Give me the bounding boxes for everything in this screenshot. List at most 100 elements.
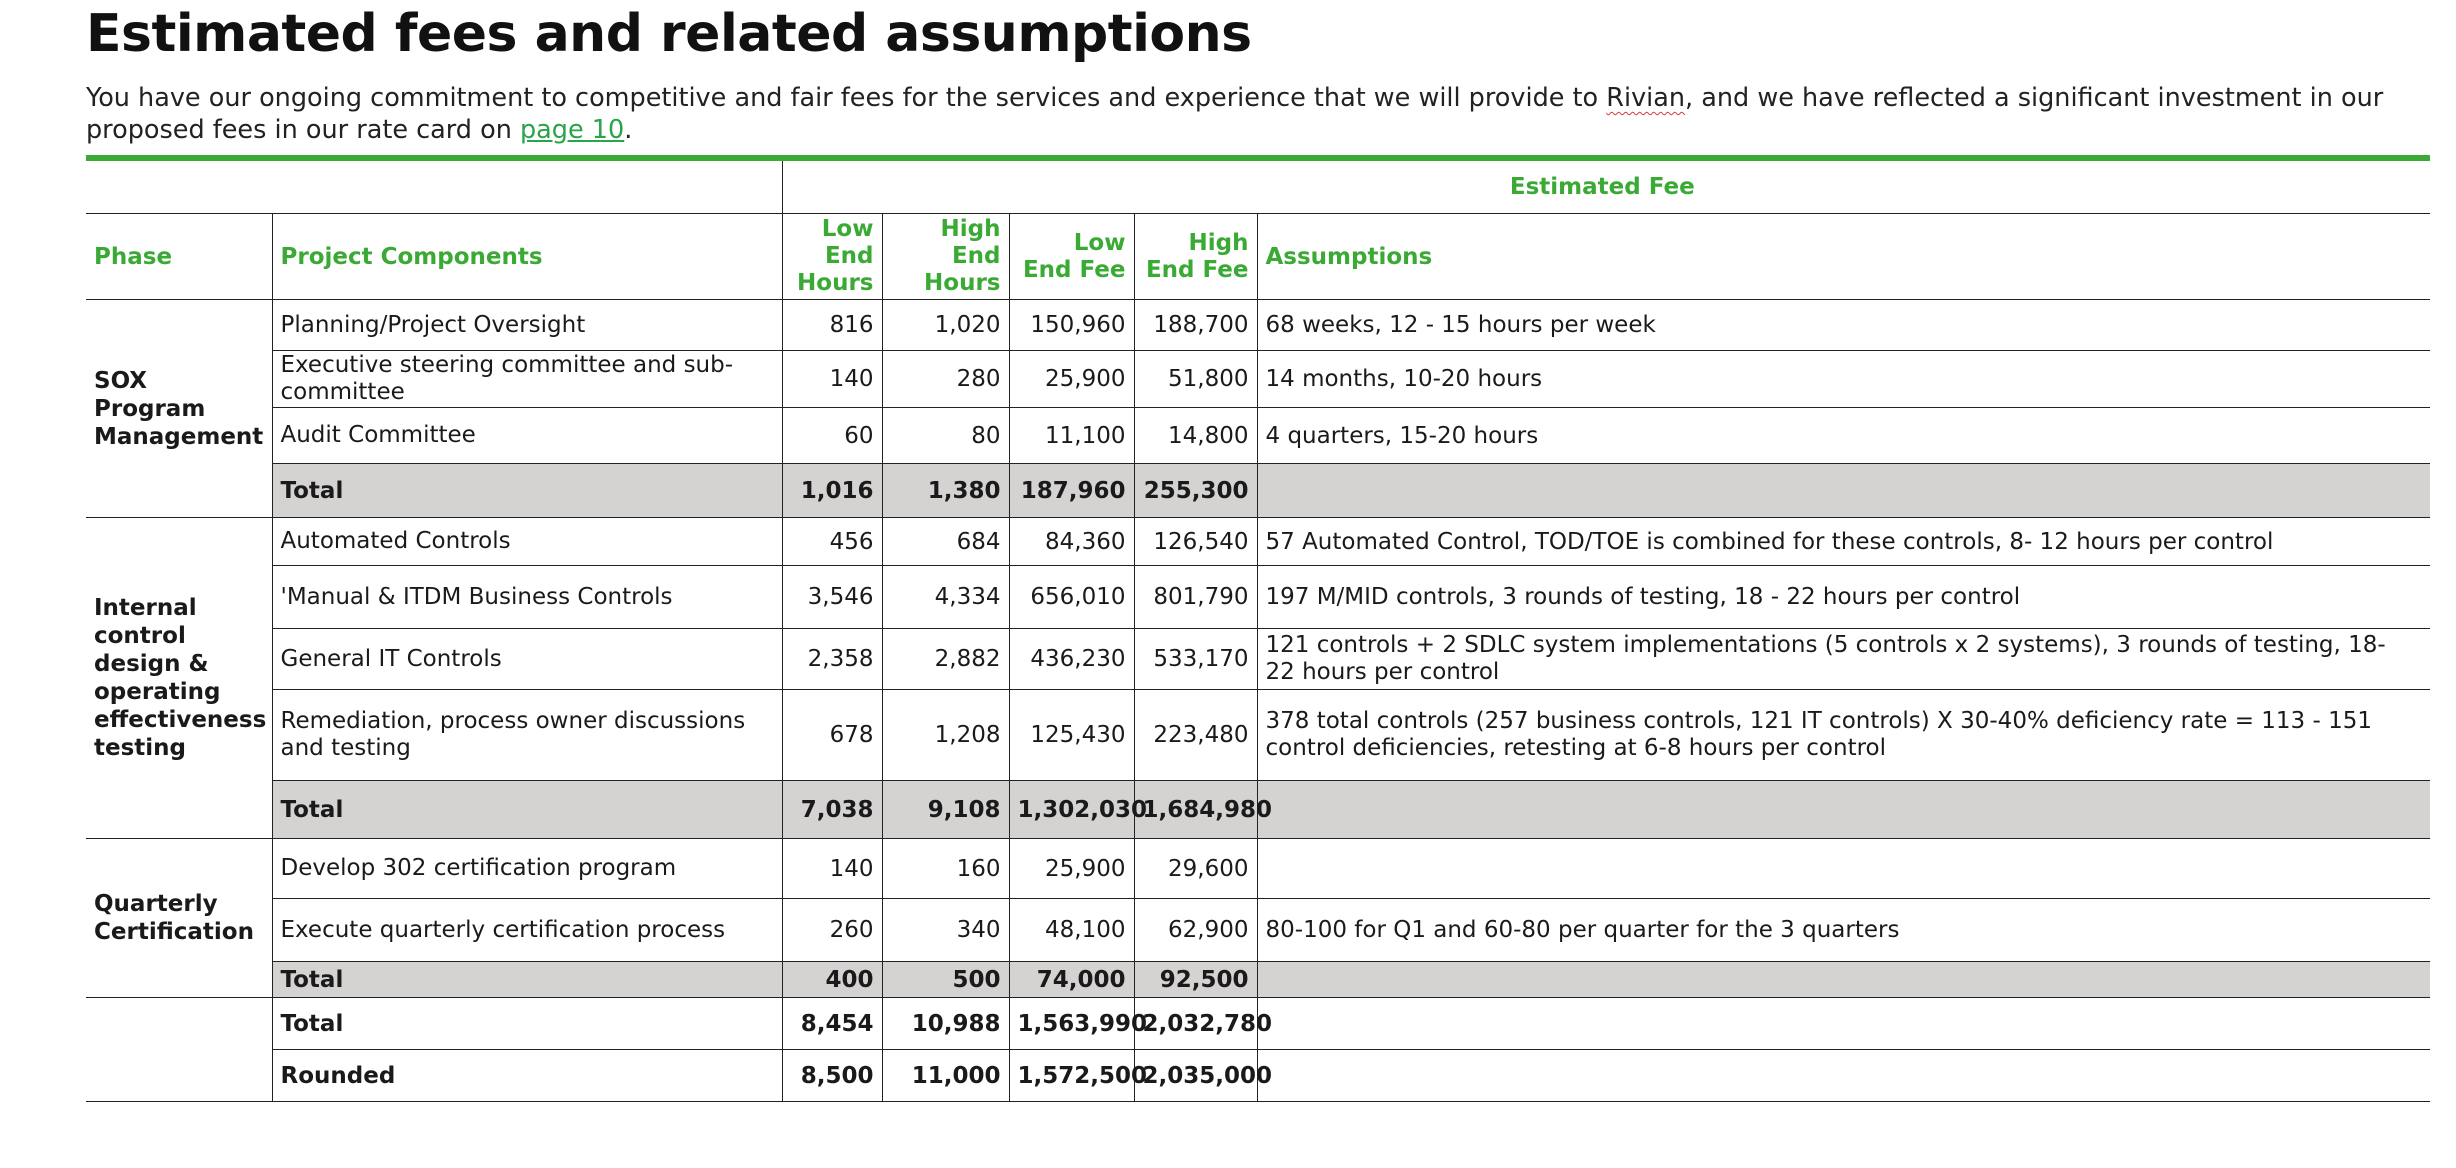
table-row: Remediation, process owner discussions a… — [86, 689, 2431, 781]
rate-card-link[interactable]: page 10 — [519, 115, 625, 145]
total-label: Total — [271, 961, 782, 998]
component-cell: 'Manual & ITDM Business Controls — [271, 565, 782, 629]
component-cell: General IT Controls — [271, 628, 782, 690]
grand-total-low-fee: 1,563,990 — [1008, 997, 1147, 1050]
table-row: Executive steering committee and sub-com… — [86, 350, 2431, 408]
rounded-low-fee: 1,572,500 — [1008, 1049, 1147, 1102]
high-hours-cell: 684 — [881, 517, 1009, 566]
low-fee-cell: 436,230 — [1008, 628, 1134, 690]
high-fee-cell: 223,480 — [1133, 689, 1257, 781]
component-cell: Execute quarterly certification process — [271, 898, 782, 962]
assumptions-cell: 197 M/MID controls, 3 rounds of testing,… — [1256, 565, 2431, 629]
intro-text-2: , and we have reflected a significant in… — [86, 83, 2384, 145]
grand-total-high-hours: 10,988 — [881, 997, 1009, 1050]
low-hours-cell: 140 — [781, 350, 882, 408]
low-hours-cell: 3,546 — [781, 565, 882, 629]
total-assumptions — [1256, 463, 2431, 518]
components-header: Project Components — [271, 213, 782, 300]
section-total-row: Total 400 500 74,000 92,500 — [86, 961, 2431, 998]
rounded-high-fee: 2,035,000 — [1133, 1049, 1272, 1102]
group-header-row: Estimated Fee — [86, 161, 2431, 214]
total-high-fee: 1,684,980 — [1133, 780, 1272, 839]
total-low-hours: 1,016 — [781, 463, 882, 518]
low-fee-header: Low End Fee — [1008, 213, 1134, 300]
phase-cell: Quarterly Certification — [86, 838, 272, 998]
low-fee-cell: 656,010 — [1008, 565, 1134, 629]
component-cell: Audit Committee — [271, 407, 782, 464]
high-hours-cell: 1,020 — [881, 299, 1009, 351]
table-row: Quarterly Certification Develop 302 cert… — [86, 838, 2431, 998]
rounded-label: Rounded — [271, 1049, 782, 1102]
total-low-fee: 187,960 — [1008, 463, 1134, 518]
low-fee-cell: 25,900 — [1008, 350, 1134, 408]
high-fee-cell: 533,170 — [1133, 628, 1257, 690]
page-title: Estimated fees and related assumptions — [86, 4, 1252, 64]
high-fee-cell: 62,900 — [1133, 898, 1257, 962]
table-row: Internal control design & operating effe… — [86, 517, 2431, 839]
grand-total-high-fee: 2,032,780 — [1133, 997, 1272, 1050]
assumptions-header: Assumptions — [1256, 213, 2431, 300]
section-total-row: Total 7,038 9,108 1,302,030 1,684,980 — [86, 780, 2431, 839]
section-total-row: Total 1,016 1,380 187,960 255,300 — [86, 463, 2431, 518]
total-label: Total — [271, 780, 782, 839]
assumptions-cell: 4 quarters, 15-20 hours — [1256, 407, 2431, 464]
client-name-spellcheck: Rivian — [1606, 83, 1686, 113]
assumptions-cell: 57 Automated Control, TOD/TOE is combine… — [1256, 517, 2431, 566]
grand-total-low-hours: 8,454 — [781, 997, 882, 1050]
phase-cell: Internal control design & operating effe… — [86, 517, 272, 839]
assumptions-cell: 378 total controls (257 business control… — [1256, 689, 2431, 781]
table-row: General IT Controls 2,358 2,882 436,230 … — [86, 628, 2431, 690]
total-high-hours: 1,380 — [881, 463, 1009, 518]
component-cell: Executive steering committee and sub-com… — [271, 350, 782, 408]
fee-table: Estimated Fee Phase Project Components L… — [86, 161, 2431, 1102]
low-hours-cell: 140 — [781, 838, 882, 899]
total-label: Total — [271, 463, 782, 518]
high-hours-cell: 1,208 — [881, 689, 1009, 781]
assumptions-cell: 121 controls + 2 SDLC system implementat… — [1256, 628, 2431, 690]
component-cell: Planning/Project Oversight — [271, 299, 782, 351]
high-hours-cell: 340 — [881, 898, 1009, 962]
total-high-hours: 500 — [881, 961, 1009, 998]
total-low-hours: 400 — [781, 961, 882, 998]
phase-cell: SOX Program Management — [86, 299, 272, 518]
table-row: Execute quarterly certification process … — [86, 898, 2431, 962]
high-fee-header: High End Fee — [1133, 213, 1257, 300]
low-hours-cell: 2,358 — [781, 628, 882, 690]
assumptions-cell — [1256, 838, 2431, 899]
high-hours-cell: 160 — [881, 838, 1009, 899]
estimated-fee-header: Estimated Fee — [781, 161, 2431, 214]
grand-total-row: Total 8,454 10,988 1,563,990 2,032,780 — [86, 997, 2431, 1102]
low-hours-cell: 678 — [781, 689, 882, 781]
low-fee-cell: 84,360 — [1008, 517, 1134, 566]
low-hours-cell: 816 — [781, 299, 882, 351]
component-cell: Develop 302 certification program — [271, 838, 782, 899]
grand-total-label: Total — [271, 997, 782, 1050]
assumptions-cell: 14 months, 10-20 hours — [1256, 350, 2431, 408]
green-divider — [86, 155, 2430, 161]
high-hours-cell: 4,334 — [881, 565, 1009, 629]
total-assumptions — [1256, 961, 2431, 998]
low-fee-cell: 48,100 — [1008, 898, 1134, 962]
high-hours-cell: 2,882 — [881, 628, 1009, 690]
total-high-hours: 9,108 — [881, 780, 1009, 839]
low-fee-cell: 25,900 — [1008, 838, 1134, 899]
high-fee-cell: 126,540 — [1133, 517, 1257, 566]
low-hours-header: Low End Hours — [781, 213, 882, 300]
high-hours-cell: 280 — [881, 350, 1009, 408]
empty-phase-cell — [86, 997, 272, 1102]
assumptions-cell: 68 weeks, 12 - 15 hours per week — [1256, 299, 2431, 351]
intro-text-3: . — [624, 115, 633, 145]
total-high-fee: 92,500 — [1133, 961, 1257, 998]
rounded-low-hours: 8,500 — [781, 1049, 882, 1102]
high-fee-cell: 188,700 — [1133, 299, 1257, 351]
total-low-fee: 1,302,030 — [1008, 780, 1147, 839]
rounded-high-hours: 11,000 — [881, 1049, 1009, 1102]
total-assumptions — [1256, 780, 2431, 839]
assumptions-cell: 80-100 for Q1 and 60-80 per quarter for … — [1256, 898, 2431, 962]
rounded-assumptions — [1256, 1049, 2431, 1102]
table-row: Audit Committee 60 80 11,100 14,800 4 qu… — [86, 407, 2431, 464]
component-cell: Automated Controls — [271, 517, 782, 566]
low-fee-cell: 125,430 — [1008, 689, 1134, 781]
total-low-hours: 7,038 — [781, 780, 882, 839]
high-hours-header: High End Hours — [881, 213, 1009, 300]
